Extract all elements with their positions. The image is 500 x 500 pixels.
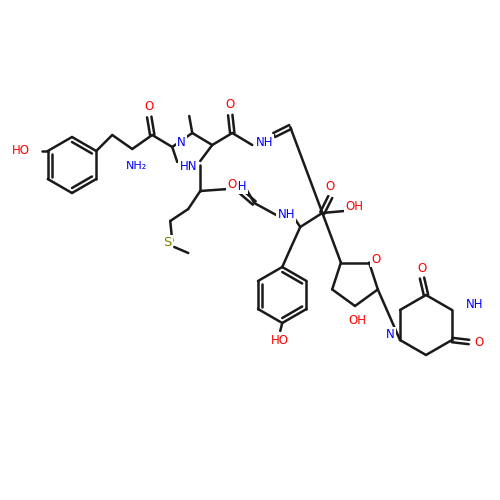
Text: HO: HO — [271, 334, 289, 346]
Text: O: O — [326, 180, 335, 194]
Text: O: O — [228, 178, 237, 192]
Text: O: O — [474, 336, 484, 348]
Text: N: N — [386, 328, 395, 342]
Text: O: O — [226, 98, 235, 112]
Text: HO: HO — [12, 144, 30, 158]
Text: O: O — [144, 100, 154, 114]
Text: OH: OH — [348, 314, 366, 326]
Text: OH: OH — [345, 200, 363, 213]
Text: O: O — [372, 253, 380, 266]
Text: NH: NH — [230, 180, 247, 192]
Text: HN: HN — [180, 160, 197, 173]
Text: O: O — [418, 262, 426, 274]
Text: NH₂: NH₂ — [126, 161, 147, 171]
Text: NH: NH — [466, 298, 483, 312]
Text: NH: NH — [278, 208, 295, 222]
Text: NH: NH — [256, 136, 273, 148]
Text: S: S — [163, 236, 172, 250]
Text: N: N — [177, 136, 186, 149]
